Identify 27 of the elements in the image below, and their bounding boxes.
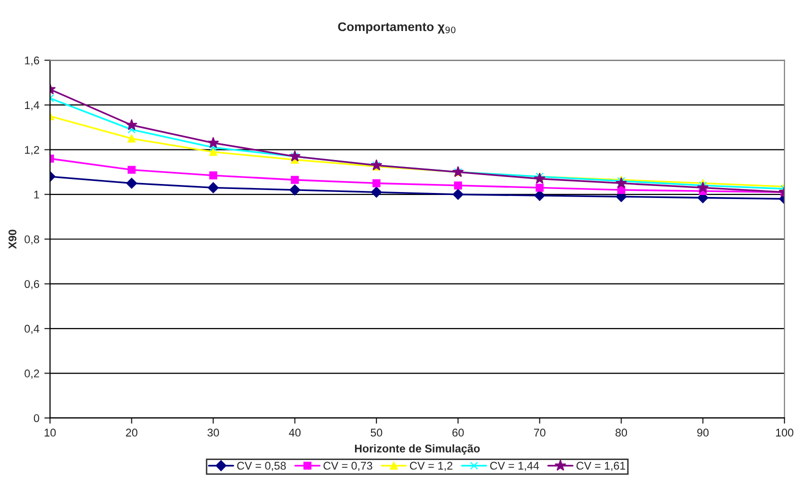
x-axis-title: Horizonte de Simulação <box>355 444 480 455</box>
legend-label: CV = 1,44 <box>490 462 539 471</box>
x-tick-label: 40 <box>288 428 301 437</box>
x-tick-label: 70 <box>534 428 546 437</box>
x-tick-label: 20 <box>126 428 138 437</box>
x-tick-label: 80 <box>616 428 628 437</box>
x-tick-label: 30 <box>207 428 219 437</box>
y-tick-label: 1 <box>34 190 40 198</box>
y-tick-label: 1,6 <box>25 56 40 66</box>
legend-label: CV = 1,61 <box>576 462 626 471</box>
legend-label: CV = 0,73 <box>324 462 372 471</box>
y-tick-label: 1,2 <box>25 146 40 156</box>
y-tick-label: 0,8 <box>24 235 40 245</box>
x-tick-label: 60 <box>452 428 464 437</box>
x-tick-label: 90 <box>697 428 709 437</box>
y-tick-label: 0,6 <box>24 280 40 290</box>
y-tick-label: 0 <box>34 414 40 422</box>
x-tick-label: 50 <box>370 428 382 437</box>
chart-title: Comportamento χ$_{90}$ <box>338 22 456 34</box>
y-tick-label: 1,4 <box>25 101 40 110</box>
y-tick-label: 0,2 <box>24 370 40 379</box>
legend-label: CV = 1,2 <box>410 462 452 471</box>
y-axis-title: X90 <box>8 230 16 249</box>
x-tick-label: 10 <box>44 428 56 437</box>
legend-label: CV = 0,58 <box>237 462 286 471</box>
x-tick-label: 100 <box>776 428 794 437</box>
y-tick-label: 0,4 <box>24 324 40 334</box>
